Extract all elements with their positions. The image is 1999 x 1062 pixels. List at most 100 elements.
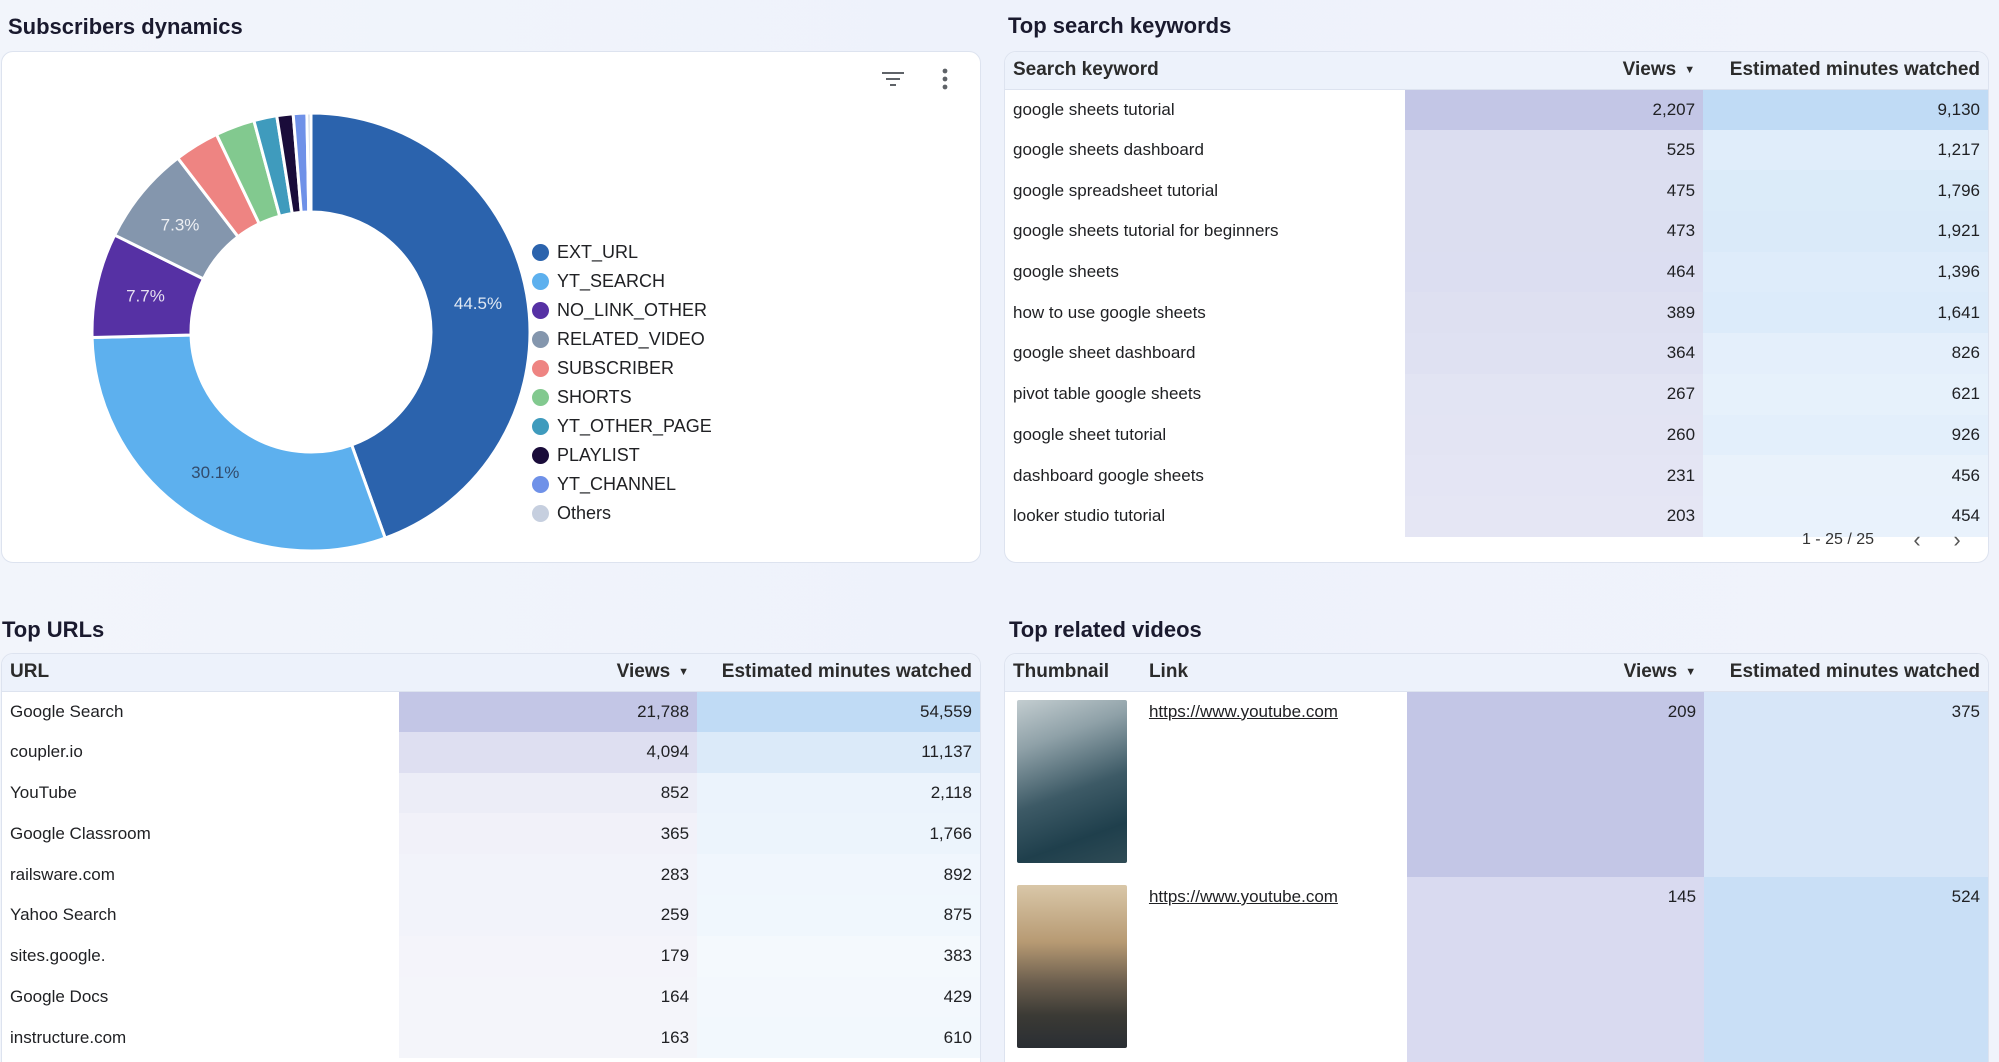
table-row[interactable]: google sheets tutorial 2,207 9,130: [1005, 89, 1988, 130]
header-views-label: Views: [616, 661, 671, 683]
pie-slice-ext-url[interactable]: [309, 111, 532, 540]
table-row[interactable]: google sheet dashboard 364 826: [1005, 333, 1988, 374]
table-row[interactable]: pivot table google sheets 267 621: [1005, 373, 1988, 415]
minutes-cell: 875: [697, 894, 980, 936]
pagination: 1 - 25 / 25 ‹ ›: [1802, 524, 1972, 556]
url-cell: railsware.com: [10, 864, 115, 884]
subscribers-title: Subscribers dynamics: [8, 14, 243, 39]
table-row[interactable]: google sheet tutorial 260 926: [1005, 414, 1988, 456]
minutes-cell: 1,766: [697, 813, 980, 855]
pie-slice-label: 44.5%: [454, 294, 502, 313]
minutes-cell: 1,796: [1703, 170, 1988, 212]
legend-dot-icon: [532, 505, 549, 522]
filter-icon[interactable]: [878, 64, 908, 94]
views-cell: 21,788: [398, 691, 698, 732]
views-cell: 365: [398, 813, 698, 855]
legend-item[interactable]: YT_OTHER_PAGE: [532, 412, 712, 441]
url-cell: sites.google.: [10, 946, 106, 966]
legend-item[interactable]: EXT_URL: [532, 238, 712, 267]
video-link[interactable]: https://www.youtube.com: [1148, 701, 1338, 721]
views-cell: 364: [1405, 333, 1704, 374]
table-row[interactable]: instructure.com 163 610: [2, 1017, 980, 1059]
urls-table: URL Views ▼ Estimated minutes watched Goo…: [2, 654, 980, 1059]
prev-page-icon[interactable]: ‹: [1913, 527, 1921, 552]
legend-dot-icon: [532, 447, 549, 464]
more-options-icon[interactable]: [930, 64, 960, 94]
next-page-icon[interactable]: ›: [1953, 527, 1961, 552]
views-cell: 163: [398, 1017, 698, 1059]
legend-dot-icon: [532, 389, 549, 406]
url-cell: Yahoo Search: [10, 905, 117, 925]
table-row[interactable]: YouTube 852 2,118: [2, 772, 980, 814]
legend-dot-icon: [532, 476, 549, 493]
table-row[interactable]: google sheets 464 1,396: [1005, 251, 1988, 293]
table-row[interactable]: railsware.com 283 892: [2, 854, 980, 895]
views-cell: 179: [398, 935, 698, 977]
url-cell: Google Docs: [10, 986, 109, 1006]
header-views[interactable]: Views ▼: [398, 654, 698, 692]
table-row[interactable]: looker studio tutorial 203 454: [1005, 495, 1988, 537]
views-cell: 145: [1406, 877, 1705, 1062]
legend-item[interactable]: PLAYLIST: [532, 441, 712, 470]
views-cell: 209: [1406, 691, 1705, 877]
video-thumbnail[interactable]: [1017, 699, 1127, 863]
header-minutes[interactable]: Estimated minutes watched: [697, 654, 980, 692]
minutes-cell: 9,130: [1703, 89, 1988, 130]
header-link[interactable]: Link: [1140, 654, 1407, 692]
minutes-cell: 429: [697, 976, 980, 1018]
legend-item[interactable]: SUBSCRIBER: [532, 354, 712, 383]
table-row[interactable]: google sheets tutorial for beginners 473 1…: [1005, 211, 1988, 252]
pie-slice-yt-search[interactable]: [90, 333, 388, 553]
legend-item[interactable]: NO_LINK_OTHER: [532, 296, 712, 325]
minutes-cell: 456: [1703, 455, 1988, 496]
pie-slice-others[interactable]: [305, 111, 313, 214]
legend-label: YT_SEARCH: [557, 271, 666, 291]
legend-item[interactable]: SHORTS: [532, 383, 712, 412]
table-row[interactable]: https://www.youtube.com 209 375: [1005, 691, 1988, 877]
table-row[interactable]: Google Docs 164 429: [2, 976, 980, 1018]
legend-item[interactable]: Others: [532, 499, 712, 528]
legend-item[interactable]: YT_CHANNEL: [532, 470, 712, 499]
header-minutes[interactable]: Estimated minutes watched: [1703, 52, 1988, 90]
url-cell: Google Search: [10, 701, 124, 721]
keyword-cell: how to use google sheets: [1013, 302, 1206, 322]
header-views[interactable]: Views ▼: [1405, 52, 1704, 90]
pagination-label: 1 - 25 / 25: [1801, 531, 1874, 548]
keyword-cell: google sheets: [1013, 262, 1119, 282]
keywords-title: Top search keywords: [1008, 13, 1232, 38]
legend-item[interactable]: YT_SEARCH: [532, 267, 712, 296]
table-row[interactable]: Google Classroom 365 1,766: [2, 813, 980, 855]
sort-desc-icon: ▼: [678, 666, 690, 679]
table-row[interactable]: how to use google sheets 389 1,641: [1005, 292, 1988, 334]
header-minutes[interactable]: Estimated minutes watched: [1704, 654, 1988, 692]
views-cell: 2,207: [1405, 89, 1704, 130]
video-link[interactable]: https://www.youtube.com: [1148, 887, 1338, 906]
table-row[interactable]: sites.google. 179 383: [2, 935, 980, 977]
header-views[interactable]: Views ▼: [1406, 654, 1705, 692]
views-cell: 4,094: [398, 731, 698, 773]
video-thumbnail[interactable]: [1017, 885, 1127, 1048]
subscribers-donut-chart: 44.5% 30.1% 7.7% 7.3%: [90, 111, 532, 553]
header-url[interactable]: URL: [2, 654, 399, 692]
views-cell: 231: [1405, 455, 1704, 496]
keyword-cell: google sheets tutorial for beginners: [1013, 221, 1279, 241]
table-row[interactable]: Yahoo Search 259 875: [2, 894, 980, 936]
keywords-table-card: Search keyword Views ▼ Estimated minutes …: [1004, 51, 1989, 563]
header-search-keyword[interactable]: Search keyword: [1005, 52, 1406, 90]
legend-label: YT_CHANNEL: [557, 474, 677, 494]
table-row[interactable]: https://www.youtube.com 145 524: [1005, 877, 1988, 1062]
legend-label: Others: [557, 503, 612, 523]
keyword-cell: google sheet tutorial: [1013, 424, 1167, 444]
minutes-cell: 1,396: [1703, 251, 1988, 293]
views-cell: 525: [1405, 129, 1704, 171]
table-row[interactable]: dashboard google sheets 231 456: [1005, 455, 1988, 496]
table-row[interactable]: coupler.io 4,094 11,137: [2, 731, 980, 773]
table-row[interactable]: google spreadsheet tutorial 475 1,796: [1005, 170, 1988, 212]
legend-item[interactable]: RELATED_VIDEO: [532, 325, 712, 354]
table-row[interactable]: Google Search 21,788 54,559: [2, 691, 980, 732]
legend-dot-icon: [532, 331, 549, 348]
table-row[interactable]: google sheets dashboard 525 1,217: [1005, 129, 1988, 171]
pie-slice-label: 30.1%: [191, 463, 239, 482]
sort-desc-icon: ▼: [1684, 64, 1696, 77]
keyword-cell: dashboard google sheets: [1013, 465, 1204, 485]
